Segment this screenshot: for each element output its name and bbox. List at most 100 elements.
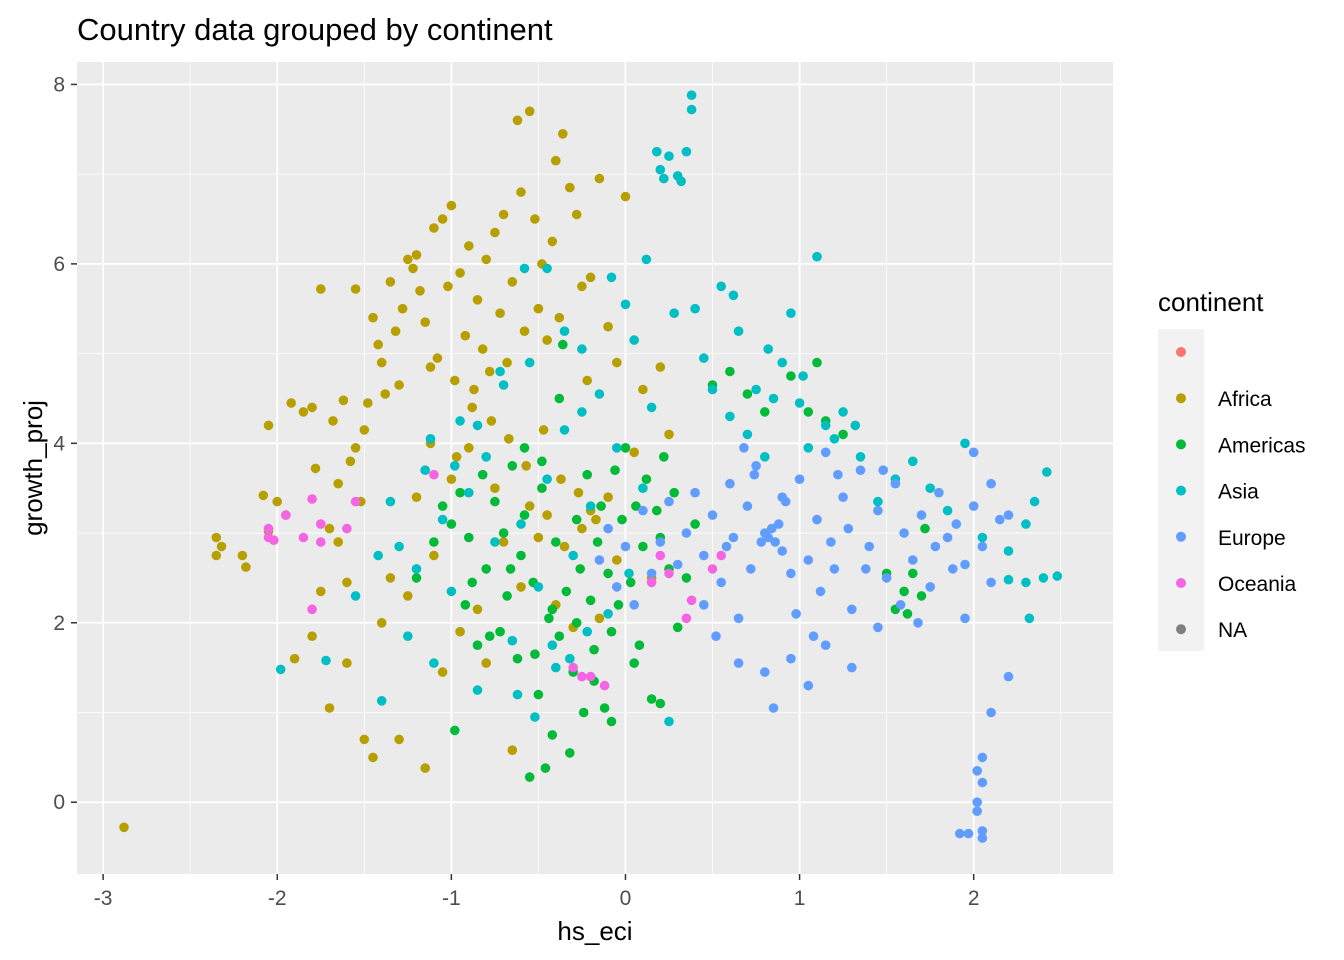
point-africa	[460, 330, 471, 341]
point-asia	[777, 357, 787, 368]
point-africa	[585, 272, 596, 283]
point-asia	[559, 425, 570, 435]
point-europe	[733, 613, 744, 624]
point-americas	[502, 591, 512, 601]
point-americas	[659, 452, 669, 462]
point-asia	[495, 366, 505, 377]
point-europe	[711, 631, 721, 641]
point-asia	[725, 411, 735, 422]
point-oceania	[429, 469, 439, 480]
point-africa	[380, 389, 391, 399]
point-europe	[908, 555, 918, 565]
point-europe	[942, 532, 953, 543]
point-africa	[363, 398, 373, 408]
point-americas	[467, 577, 478, 588]
point-europe	[847, 604, 857, 615]
point-africa	[450, 375, 460, 386]
point-europe	[948, 564, 958, 574]
point-americas	[571, 618, 582, 628]
x-tick-label: 1	[794, 887, 806, 910]
point-europe	[791, 609, 801, 619]
point-americas	[786, 371, 796, 381]
point-africa	[495, 308, 505, 319]
point-americas	[606, 626, 617, 637]
point-americas	[760, 407, 770, 417]
point-americas	[575, 564, 585, 574]
point-asia	[577, 407, 587, 417]
point-asia	[620, 299, 631, 310]
point-europe	[1003, 510, 1014, 520]
point-africa	[655, 362, 666, 372]
point-europe	[794, 474, 805, 485]
point-asia	[464, 487, 474, 498]
point-oceania	[298, 532, 309, 543]
point-asia	[1021, 519, 1031, 529]
point-asia	[394, 541, 404, 552]
point-americas	[533, 689, 544, 700]
point-americas	[838, 429, 848, 440]
point-africa	[481, 658, 492, 668]
point-americas	[803, 407, 814, 417]
point-americas	[582, 469, 592, 480]
point-americas	[519, 443, 530, 453]
point-asia	[1052, 571, 1063, 581]
point-africa	[484, 366, 495, 377]
point-africa	[411, 492, 422, 503]
point-asia	[960, 438, 970, 449]
point-europe	[803, 555, 814, 565]
point-asia	[638, 483, 648, 494]
x-tick-label: 2	[968, 887, 980, 910]
point-americas	[669, 487, 679, 498]
plot-panel	[77, 62, 1113, 874]
point-europe	[594, 555, 605, 565]
point-asia	[686, 90, 697, 100]
point-asia	[533, 582, 544, 592]
point-europe	[815, 586, 826, 597]
point-europe	[878, 465, 888, 476]
point-asia	[403, 631, 413, 641]
point-europe	[808, 631, 819, 641]
point-africa	[556, 474, 566, 485]
point-americas	[681, 573, 692, 583]
point-europe	[786, 568, 796, 579]
point-americas	[437, 501, 448, 511]
point-africa	[571, 209, 582, 220]
point-africa	[286, 398, 297, 408]
point-europe	[699, 550, 709, 561]
point-asia	[450, 461, 460, 471]
y-axis-title: growth_proj	[18, 400, 48, 536]
point-oceania	[568, 662, 578, 673]
point-europe	[812, 514, 822, 525]
point-asia	[446, 586, 457, 597]
point-asia	[385, 496, 396, 507]
point-americas	[646, 694, 657, 704]
point-americas	[617, 514, 627, 525]
legend-title: continent	[1158, 287, 1264, 317]
point-asia	[585, 501, 596, 511]
point-americas	[507, 461, 518, 471]
point-europe	[707, 510, 718, 520]
point-asia	[498, 380, 509, 390]
point-asia	[669, 308, 679, 319]
point-asia	[820, 420, 831, 431]
point-asia	[850, 420, 861, 431]
point-africa	[316, 586, 326, 597]
point-europe	[603, 523, 613, 534]
point-oceania	[664, 568, 674, 579]
point-europe	[934, 487, 944, 498]
point-asia	[646, 402, 657, 413]
point-europe	[838, 492, 848, 503]
point-asia	[437, 514, 448, 525]
point-africa	[573, 487, 584, 498]
point-europe	[826, 537, 836, 547]
chart-title: Country data grouped by continent	[77, 12, 553, 47]
point-africa	[464, 241, 474, 251]
point-asia	[699, 353, 709, 363]
point-africa	[333, 537, 344, 547]
x-tick-label: -2	[268, 887, 287, 910]
point-africa	[432, 353, 443, 363]
point-americas	[472, 640, 483, 650]
point-africa	[603, 321, 613, 332]
point-europe	[960, 613, 970, 624]
point-americas	[558, 339, 568, 350]
